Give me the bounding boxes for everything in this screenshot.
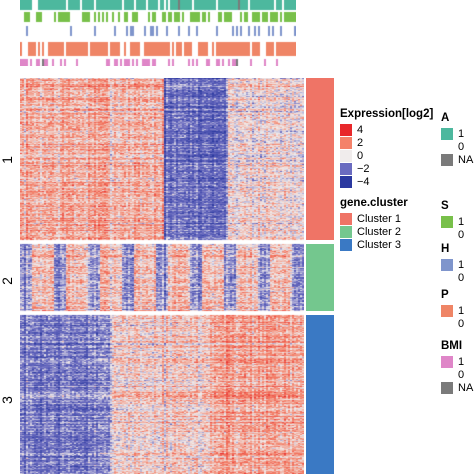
expression-legend-item: 0 [340, 150, 433, 163]
gene-cluster-legend-item: Cluster 1 [340, 213, 408, 226]
cluster-bar-segment-1 [306, 78, 334, 240]
annotation-legend-item-label: 1 [458, 128, 465, 140]
gene-cluster-legend-item-swatch [340, 239, 352, 251]
annotation-legend-title: A [441, 112, 450, 124]
annotation-legend-item: 0 [441, 318, 464, 331]
annotation-legend-item-label: 0 [458, 229, 465, 241]
expression-legend: Expression[log2] 4 2 0 −2 −4 [340, 108, 433, 189]
annotation-legend-item: 0 [441, 369, 465, 382]
expression-legend-item-label: 2 [357, 137, 364, 149]
expression-legend-item-swatch [340, 150, 352, 162]
annotation-legend-a: A 1 0 NA [441, 112, 473, 167]
gene-cluster-legend-title: gene.cluster [340, 197, 408, 209]
annotation-legend-item: 1 [441, 356, 465, 369]
annotation-legend-title: P [441, 289, 449, 301]
expression-legend-item: 4 [340, 124, 433, 137]
expression-legend-item-label: 4 [357, 124, 364, 136]
expression-legend-item: −2 [340, 163, 433, 176]
annotation-legend-item-swatch [441, 369, 453, 381]
annotation-legend-item-label: 0 [458, 318, 465, 330]
annotation-legend-item: 1 [441, 216, 464, 229]
annotation-legend-item-swatch [441, 141, 453, 153]
annotation-legend-item-label: NA [458, 154, 474, 166]
annotation-legend-bmi: BMI 1 0 NA [441, 340, 473, 395]
annotation-legend-item: 0 [441, 229, 464, 242]
annotation-legend-item-swatch [441, 356, 453, 368]
annotation-legend-item-label: 0 [458, 141, 465, 153]
annotation-legend-item-swatch [441, 382, 453, 394]
gene-cluster-legend-item-label: Cluster 1 [357, 213, 402, 225]
gene-cluster-legend-item-label: Cluster 2 [357, 226, 402, 238]
annotation-legend-item-label: 1 [458, 305, 465, 317]
expression-legend-item-swatch [340, 137, 352, 149]
annotation-legend-item-label: 0 [458, 272, 465, 284]
row-group-label-1: 1 [0, 156, 15, 164]
expression-legend-item: −4 [340, 176, 433, 189]
row-group-label-2: 2 [0, 277, 15, 285]
expression-legend-item-label: −4 [357, 176, 370, 188]
annotation-legend-item: NA [441, 154, 473, 167]
expression-legend-item: 2 [340, 137, 433, 150]
annotation-legend-item-label: 0 [458, 369, 465, 381]
annotation-legend-item: 1 [441, 305, 464, 318]
annotation-legend-item-swatch [441, 318, 453, 330]
annotation-legend-item: 1 [441, 259, 464, 272]
annotation-legend-item-label: NA [458, 382, 474, 394]
annotation-legend-item: 1 [441, 128, 464, 141]
annotation-legend-item-swatch [441, 128, 453, 140]
row-cluster-bar [306, 78, 334, 474]
annotation-legend-title: H [441, 243, 450, 255]
annotation-legend-title: BMI [441, 340, 463, 352]
gene-cluster-legend-item-swatch [340, 213, 352, 225]
annotation-legend-item: 0 [441, 272, 464, 285]
annotation-legend-title: S [441, 200, 449, 212]
gene-cluster-legend-item: Cluster 3 [340, 239, 408, 252]
expression-legend-item-swatch [340, 176, 352, 188]
expression-legend-title: Expression[log2] [340, 108, 434, 120]
expression-heatmap [20, 78, 304, 474]
expression-legend-item-label: 0 [357, 150, 364, 162]
expression-legend-item-swatch [340, 163, 352, 175]
annotation-legend-item: 0 [441, 141, 464, 154]
annotation-legend-item-swatch [441, 272, 453, 284]
expression-legend-item-swatch [340, 124, 352, 136]
annotation-legend-item-swatch [441, 154, 453, 166]
gene-cluster-legend-item: Cluster 2 [340, 226, 408, 239]
annotation-legend-item-label: 1 [458, 259, 465, 271]
annotation-legend-item-swatch [441, 216, 453, 228]
expression-legend-item-label: −2 [357, 163, 370, 175]
annotation-legend-item-swatch [441, 259, 453, 271]
row-group-label-3: 3 [0, 396, 15, 404]
annotation-legend-item-label: 1 [458, 216, 465, 228]
gene-cluster-legend: gene.cluster Cluster 1 Cluster 2 Cluster 3 [340, 197, 408, 252]
annotation-legend-item-label: 1 [458, 356, 465, 368]
cluster-bar-segment-2 [306, 244, 334, 311]
gene-cluster-legend-item-swatch [340, 226, 352, 238]
column-annotation-bars [20, 0, 296, 66]
gene-cluster-legend-item-label: Cluster 3 [357, 239, 402, 251]
annotation-legend-item-swatch [441, 305, 453, 317]
annotation-legend-item: NA [441, 382, 473, 395]
cluster-bar-segment-3 [306, 315, 334, 474]
annotation-legend-item-swatch [441, 229, 453, 241]
